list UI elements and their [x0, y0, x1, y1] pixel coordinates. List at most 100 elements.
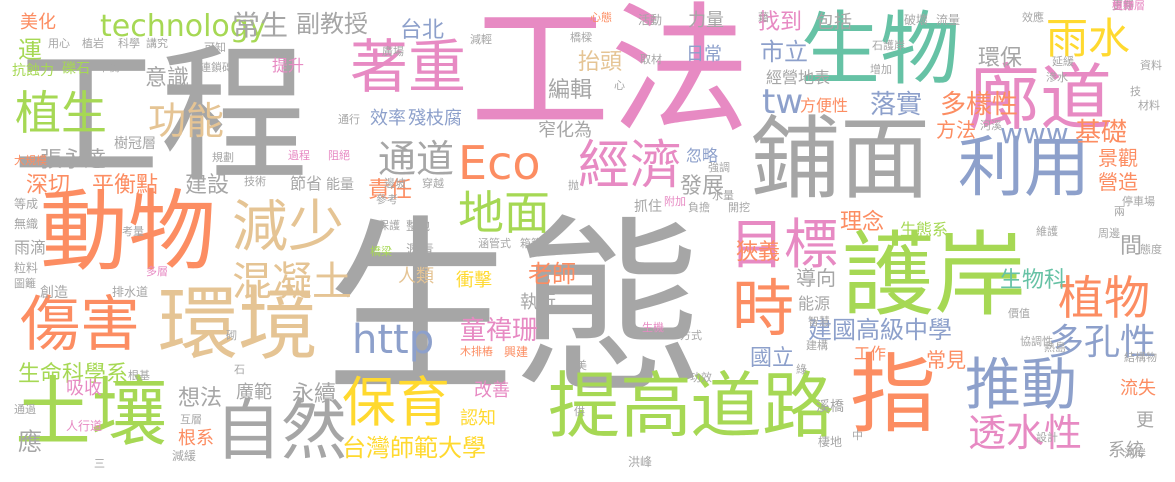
word-meihua: 美化	[20, 12, 56, 33]
word-huoyong: 活動	[638, 13, 663, 27]
word-dimian: 地面	[458, 186, 550, 240]
word-fazhan: 發展	[680, 174, 725, 199]
word-jianqing: 減輕	[470, 33, 492, 46]
word-shuiliang: 水量	[712, 189, 734, 202]
word-shengmingkexue: 生命科學系	[18, 362, 129, 387]
word-zeren: 責任	[368, 178, 413, 203]
word-tongweishan: 童禕珊	[460, 316, 539, 346]
word-zhiwu: 植物	[1058, 271, 1150, 325]
word-nengliang: 能量	[326, 177, 354, 193]
word-heqi: 河溪	[980, 119, 1002, 132]
word-qiaoliang: 橋梁	[370, 245, 392, 258]
word-zhixing: 執行	[520, 292, 556, 313]
word-geng: 更	[1136, 410, 1154, 431]
word-canzhi: 殘枝腐	[408, 108, 462, 129]
word-zhisheng: 植生	[15, 86, 107, 140]
word-shengji: 生機	[642, 321, 664, 334]
word-yishi: 意識	[145, 66, 190, 91]
word-www: www	[1000, 117, 1069, 150]
word-liliang: 力量	[688, 10, 724, 31]
word-jiangou: 建構	[806, 339, 828, 352]
word-shi: 時	[732, 272, 795, 345]
word-shenqie: 深切	[26, 173, 71, 198]
word-lishi: 礫石	[62, 61, 90, 77]
word-shijian: 石護岸	[872, 39, 905, 52]
word-bianji: 編輯	[548, 78, 593, 103]
word-fangfa: 方法	[936, 118, 976, 142]
word-xiangjian: 箱籠	[520, 237, 542, 250]
word-jishu: 技術	[244, 175, 266, 188]
word-guocheng: 過程	[288, 149, 310, 162]
word-guihua: 規劃	[212, 151, 234, 164]
word-shengtaixi: 生態系	[900, 220, 949, 239]
word-zhong: 中	[852, 429, 863, 442]
word-mei: 美	[576, 359, 587, 372]
word-changsheng: 常生	[232, 9, 289, 42]
word-hunningtu: 混凝土	[232, 259, 352, 305]
word-yuedi: 雨滴	[14, 238, 47, 257]
word-zhuozhong: 著重	[350, 33, 467, 101]
word-shengcun: 生存	[1112, 0, 1134, 12]
word-fangbianxing: 方便性	[800, 96, 849, 115]
word-nengyuan: 能源	[798, 294, 831, 313]
word-zengjia: 增加	[870, 63, 892, 76]
word-eco: Eco	[458, 136, 541, 190]
word-hanguanshi: 涵管式	[478, 237, 511, 250]
word-daolu: 道路	[690, 364, 835, 448]
word-baokuo: 包括	[816, 12, 852, 33]
word-guangfan: 廣範	[236, 382, 272, 403]
word-san: 三	[94, 457, 105, 470]
word-huce: 互層	[180, 413, 202, 426]
word-puomian: 鋪面	[750, 107, 930, 212]
word-jieshi: 藉	[758, 11, 769, 24]
word-jiaohu: 邊坡	[384, 177, 406, 190]
word-pinghengdian: 平衡點	[92, 173, 159, 198]
word-taibei: 台北	[400, 18, 445, 43]
word-rere: 熱島	[1044, 341, 1066, 354]
word-gongcheng: 工程	[12, 30, 308, 202]
word-guangchang: 廣場	[382, 45, 404, 58]
word-fujin: 附加	[664, 195, 686, 208]
word-ying: 應	[18, 428, 42, 456]
word-jianhuan: 減緩	[172, 449, 197, 463]
word-gengxin: 更新	[1112, 0, 1134, 12]
word-zhangyongda: 張永達	[40, 148, 107, 173]
word-tisheng: 提升	[272, 56, 305, 75]
word-jian: 間	[1120, 234, 1143, 259]
word-tingche: 停車場	[1122, 195, 1155, 208]
word-ziliao: 資料	[1140, 59, 1162, 72]
word-ziran: 自然	[215, 392, 347, 469]
word-shi2: 石	[234, 363, 245, 376]
word-duoceng: 多層	[146, 265, 168, 278]
word-yun: 運	[18, 36, 42, 64]
word-technology: technology	[100, 9, 267, 44]
word-keyi: 可知	[204, 41, 226, 54]
word-wuji: 無織	[14, 217, 39, 231]
word-genxi: 根系	[178, 428, 214, 449]
word-duoyangxing: 多樣性	[940, 90, 1019, 120]
word-xingjian: 興建	[504, 345, 529, 359]
word-zhiwuceng: 植物層	[1112, 0, 1145, 12]
word-liang: 兩	[1114, 205, 1125, 218]
word-jiji: 技	[1130, 85, 1141, 98]
word-huanjing: 環境	[158, 278, 318, 371]
word-lianjie: 連鎖磚	[200, 61, 233, 74]
word-dongwu: 動物	[40, 180, 217, 283]
word-kangshi: 抗蝕力	[12, 63, 54, 79]
word-gongneng: 功能	[148, 99, 225, 143]
word-renzhi: 認知	[460, 408, 496, 429]
word-dengcheng: 等成	[14, 197, 39, 211]
word-mupaizhuang: 木排樁	[460, 345, 493, 358]
word-chuanguo: 穿越	[422, 177, 444, 190]
word-liushi: 流失	[1120, 378, 1156, 399]
word-linian: 理念	[840, 210, 885, 235]
word-mubiao: 目標	[730, 213, 838, 276]
word-kaocha: 考量	[122, 225, 144, 238]
word-tuidong: 推動	[965, 353, 1077, 418]
word-shou: 抛	[568, 179, 579, 192]
word-qi: 砌	[226, 329, 237, 342]
word-jichu: 基礎	[1075, 118, 1128, 148]
word-changjian: 常見	[926, 348, 966, 372]
word-zhi: 指	[850, 345, 936, 445]
word-gaishan: 改善	[474, 380, 510, 401]
